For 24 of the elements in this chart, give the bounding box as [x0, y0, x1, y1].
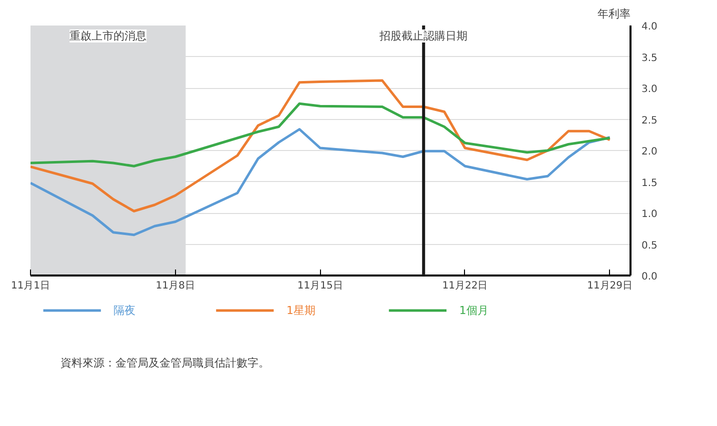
x-tick-label: 11月8日 — [156, 280, 195, 292]
ref-line-label: 招股截止認購日期 — [378, 30, 468, 42]
band-label: 重啟上市的消息 — [70, 30, 147, 42]
x-tick-label: 11月15日 — [297, 280, 343, 292]
text: 隔夜 — [114, 304, 136, 317]
y-axis-title: 年利率 — [598, 8, 630, 20]
text: 1個月 — [459, 304, 488, 317]
line-series — [30, 102, 612, 168]
y-tick-label: 0.0 — [642, 272, 658, 282]
source-note: 資料來源：金管局及金管局職員估計數字。 — [60, 356, 270, 370]
y-tick-label: 1.0 — [642, 209, 658, 220]
y-tick-label: 1.5 — [642, 178, 658, 189]
y-tick-label: 2.0 — [642, 146, 658, 158]
line-series — [30, 79, 612, 212]
y-tick-label: 4.0 — [642, 22, 658, 32]
line-series — [30, 128, 612, 236]
x-tick-label: 11月22日 — [442, 280, 488, 292]
y-tick-label: 2.5 — [642, 115, 658, 126]
y-tick-label: 3.0 — [642, 84, 658, 95]
x-tick-label: 11月1日 — [10, 280, 50, 292]
text: 1星期 — [286, 304, 316, 317]
y-tick-label: 0.5 — [642, 240, 658, 252]
y-tick-label: 3.5 — [642, 52, 658, 64]
x-tick-label: 11月29日 — [587, 280, 633, 292]
